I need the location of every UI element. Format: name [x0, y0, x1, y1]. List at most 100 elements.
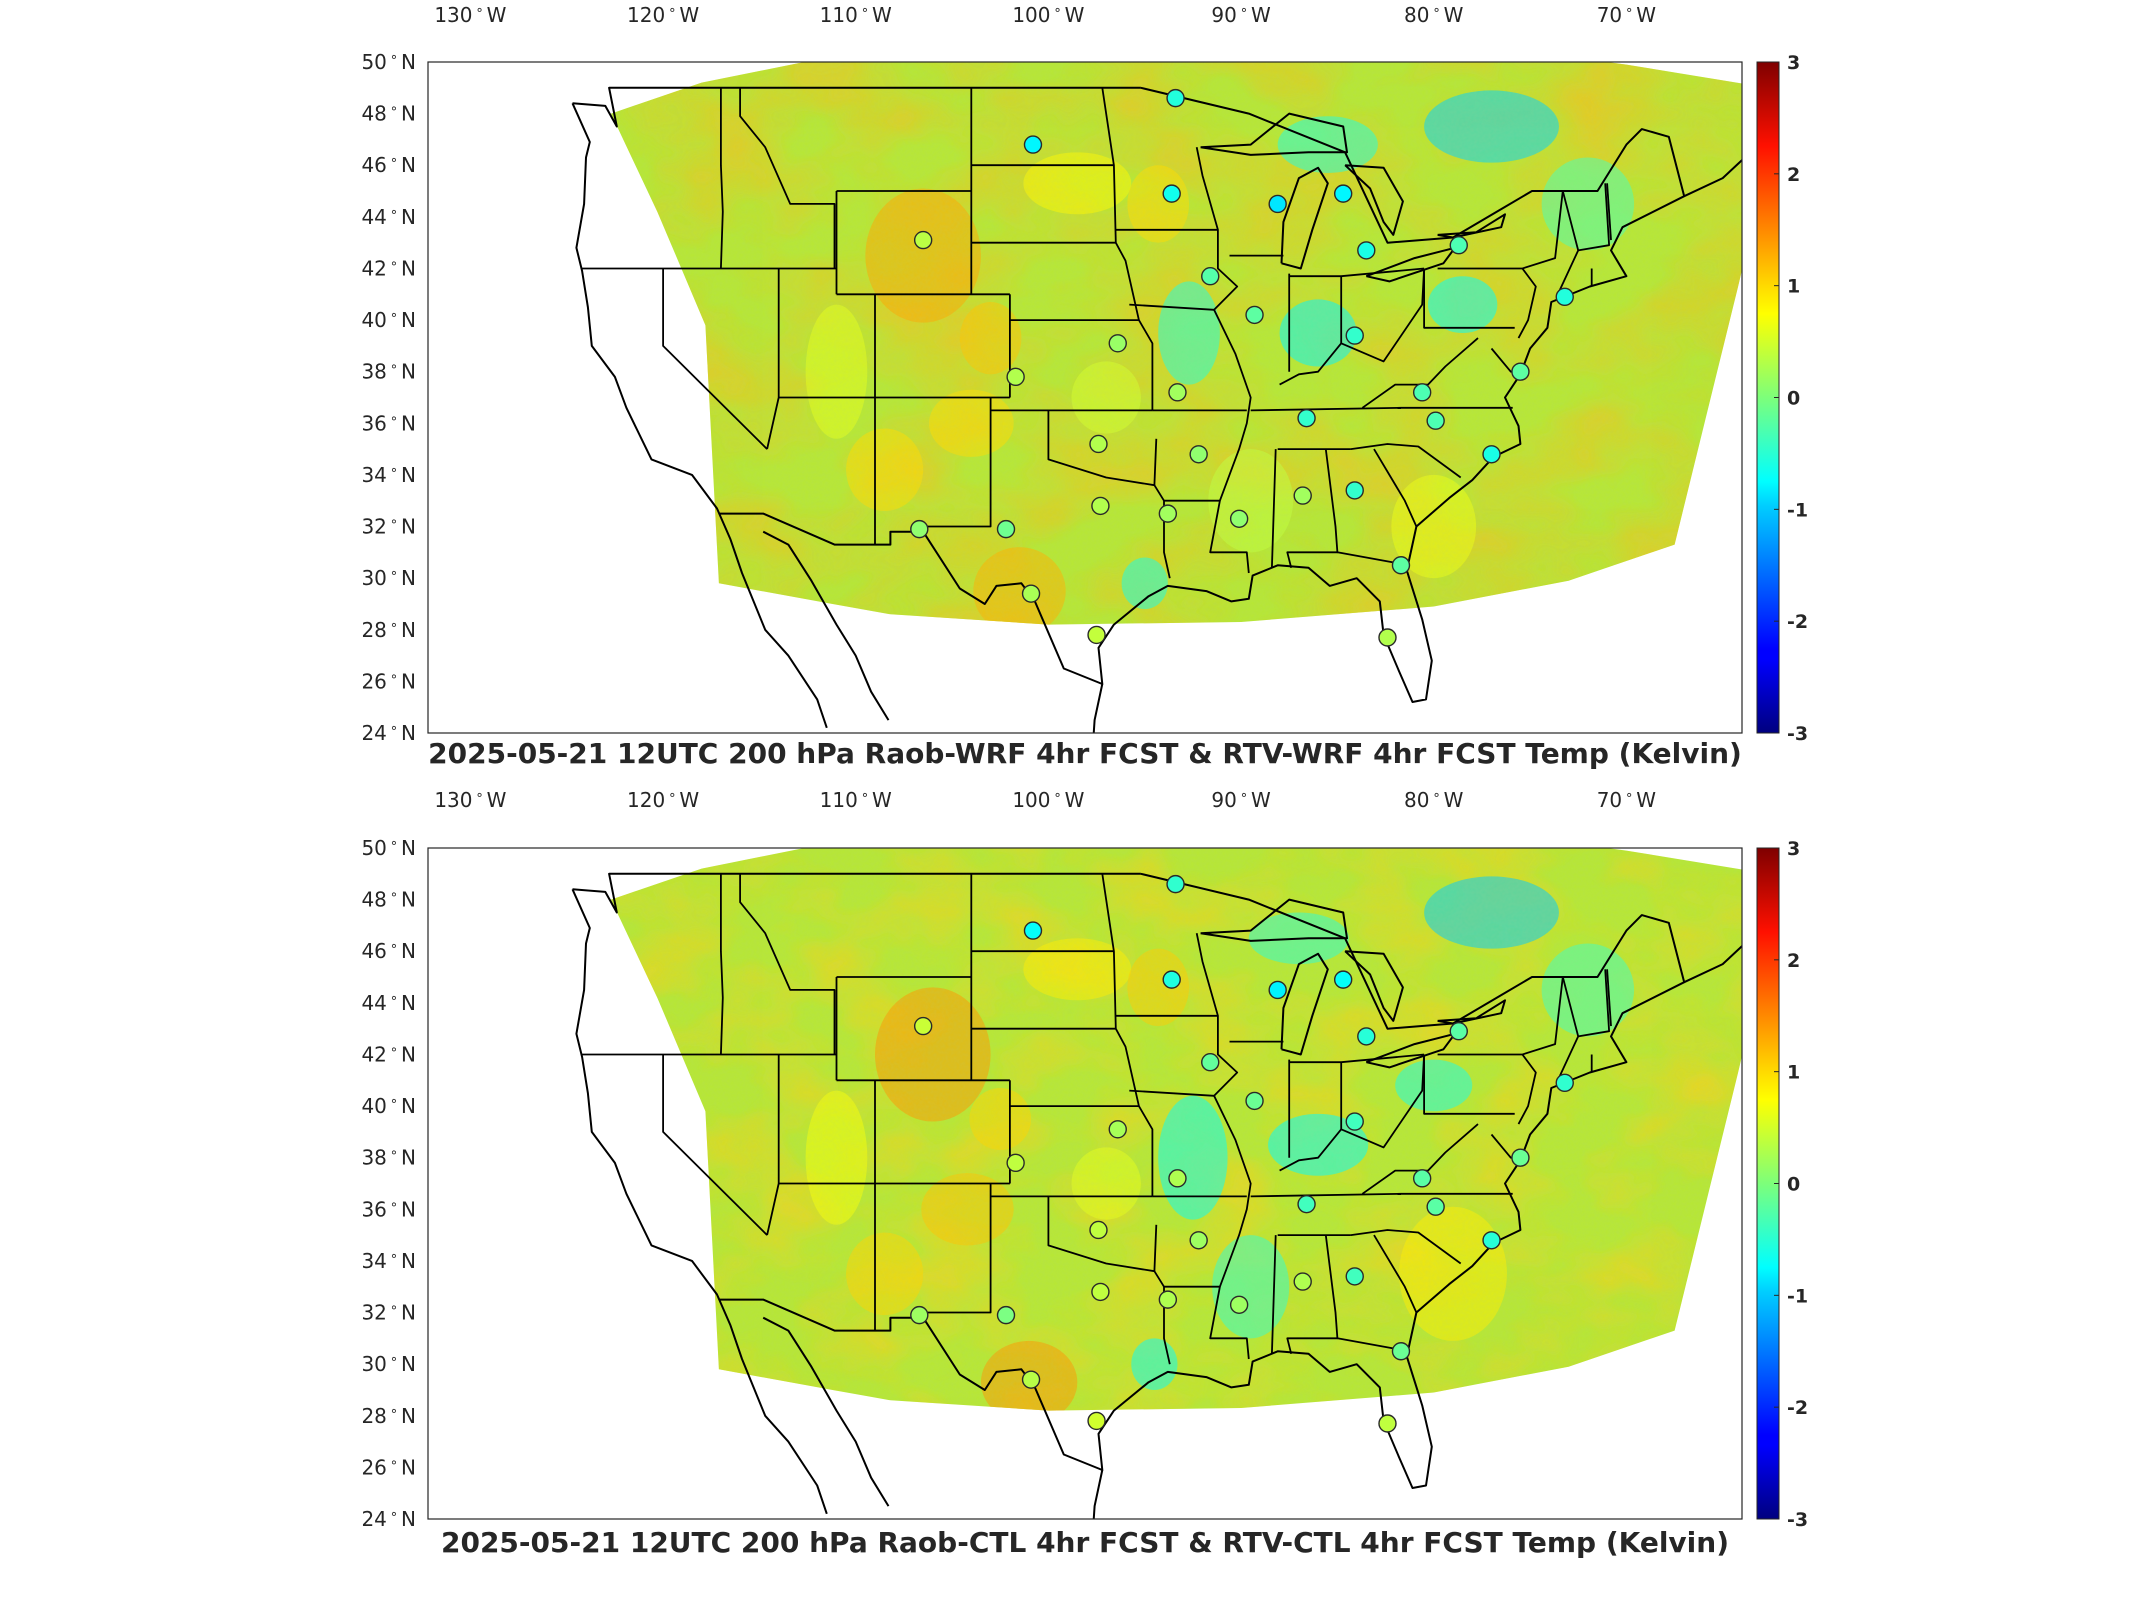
great-lake-outline: [1200, 112, 1348, 156]
latitude-label: 48 ∘ N: [361, 102, 416, 126]
raob-station-marker: [1023, 135, 1043, 154]
latitude-label: 48 ∘ N: [361, 888, 416, 912]
raob-station-marker: [1511, 1148, 1530, 1167]
raob-station-marker: [1089, 1220, 1108, 1240]
raob-station-marker: [1108, 334, 1127, 353]
raob-stations: [910, 88, 1574, 647]
state-boundary: [1437, 976, 1564, 1056]
raob-station-marker: [1482, 1231, 1501, 1250]
raob-station-marker: [1089, 434, 1108, 454]
latitude-label: 36 ∘ N: [361, 1197, 416, 1221]
raob-station-marker: [1357, 241, 1376, 260]
raob-station-marker: [1245, 305, 1264, 325]
longitude-label: 110 ∘ W: [820, 788, 892, 812]
latitude-label: 42 ∘ N: [361, 1042, 416, 1066]
state-boundary: [1129, 303, 1215, 311]
state-boundary: [1250, 1192, 1402, 1198]
great-lake-outline: [1365, 246, 1456, 283]
raob-station-marker: [1166, 874, 1185, 894]
colorbar-tick-label: 1: [1787, 276, 1800, 298]
state-boundary: [1350, 1229, 1462, 1265]
colorbar-tick-label: 0: [1787, 388, 1800, 410]
raob-station-marker: [996, 519, 1016, 539]
raob-stations: [910, 874, 1574, 1433]
raob-station-marker: [1023, 921, 1043, 940]
state-boundary: [1361, 337, 1479, 409]
colorbar: 3 2 1 0 -1 -2 -3: [1756, 838, 1808, 1531]
raob-station-marker: [1168, 383, 1187, 402]
state-boundary: [1289, 1053, 1425, 1064]
canada-maritime-coast: [1683, 159, 1742, 198]
raob-station-marker: [1345, 1112, 1364, 1131]
state-boundary: [1101, 873, 1154, 1197]
temperature-difference-field: [611, 62, 1742, 625]
colorbar-tick-label: 3: [1787, 838, 1800, 860]
raob-station-marker: [1357, 1027, 1376, 1046]
canada-maritime-coast: [1683, 945, 1742, 984]
latitude-label: 24 ∘ N: [361, 721, 416, 745]
raob-station-marker: [1166, 88, 1185, 108]
state-boundary: [1279, 1054, 1425, 1172]
latitude-label: 32 ∘ N: [361, 1301, 416, 1325]
latitude-label: 28 ∘ N: [361, 618, 416, 642]
great-lake-outline: [1200, 898, 1348, 942]
temperature-difference-field: [611, 848, 1742, 1411]
latitude-label: 34 ∘ N: [361, 463, 416, 487]
state-boundary: [921, 397, 992, 528]
latitude-label: 24 ∘ N: [361, 1507, 416, 1531]
latitude-label: 42 ∘ N: [361, 256, 416, 280]
raob-station-marker: [1245, 1091, 1264, 1111]
map-panel-2: 130 ∘ W 120 ∘ W 110 ∘ W 100 ∘ W 90 ∘ W 80 ∘ W 70 ∘ W 50 ∘ N 48 ∘ N…: [361, 788, 1808, 1559]
state-boundary: [1101, 87, 1154, 411]
raob-station-marker: [1268, 194, 1287, 214]
raob-station-marker: [1333, 184, 1353, 203]
raob-station-marker: [1482, 445, 1501, 464]
state-boundary: [1195, 147, 1239, 311]
longitude-label: 90 ∘ W: [1211, 788, 1271, 812]
state-boundary: [1373, 1234, 1418, 1313]
state-boundary: [1195, 933, 1239, 1097]
latitude-label: 38 ∘ N: [361, 360, 416, 384]
raob-station-marker: [1189, 445, 1208, 464]
colorbar-tick-label: -3: [1787, 1509, 1808, 1531]
raob-station-marker: [1189, 1231, 1208, 1250]
latitude-label: 50 ∘ N: [361, 836, 416, 860]
longitude-label: 130 ∘ W: [434, 3, 506, 27]
colorbar: 3 2 1 0 -1 -2 -3: [1756, 52, 1808, 745]
state-boundary: [1373, 448, 1418, 527]
longitude-label: 100 ∘ W: [1012, 3, 1084, 27]
political-boundaries: [571, 872, 1742, 1519]
colorbar-tick-label: -2: [1787, 611, 1808, 633]
raob-station-marker: [1391, 556, 1411, 575]
raob-station-marker: [1158, 1290, 1178, 1309]
longitude-label: 120 ∘ W: [627, 3, 699, 27]
northern-border: [572, 86, 1141, 128]
state-boundary: [1250, 406, 1402, 412]
latitude-label: 38 ∘ N: [361, 1146, 416, 1170]
raob-station-marker: [913, 230, 933, 250]
state-boundary: [1517, 1053, 1537, 1125]
state-boundary: [1423, 268, 1515, 329]
state-boundary: [1361, 1123, 1479, 1195]
colorbar-tick-label: -3: [1787, 723, 1808, 745]
raob-station-marker: [1158, 504, 1178, 523]
raob-station-marker: [1293, 486, 1312, 505]
gulf-of-california-coast: [762, 530, 890, 721]
great-lake-outline: [1280, 952, 1329, 1056]
raob-station-marker: [1168, 1169, 1187, 1188]
raob-station-marker: [1021, 1370, 1041, 1389]
colorbar-tick-label: 1: [1787, 1062, 1800, 1084]
raob-station-marker: [1511, 362, 1530, 381]
raob-station-marker: [1297, 408, 1316, 428]
raob-station-marker: [996, 1305, 1016, 1325]
longitude-label: 80 ∘ W: [1404, 3, 1464, 27]
longitude-label: 70 ∘ W: [1597, 788, 1657, 812]
latitude-label: 44 ∘ N: [361, 205, 416, 229]
raob-station-marker: [1162, 970, 1181, 989]
longitude-label: 80 ∘ W: [1404, 788, 1464, 812]
raob-station-marker: [1555, 1073, 1574, 1093]
longitude-label: 130 ∘ W: [434, 788, 506, 812]
raob-station-marker: [1345, 481, 1364, 500]
state-boundary: [662, 268, 768, 450]
pacific-coastline: [571, 102, 828, 729]
